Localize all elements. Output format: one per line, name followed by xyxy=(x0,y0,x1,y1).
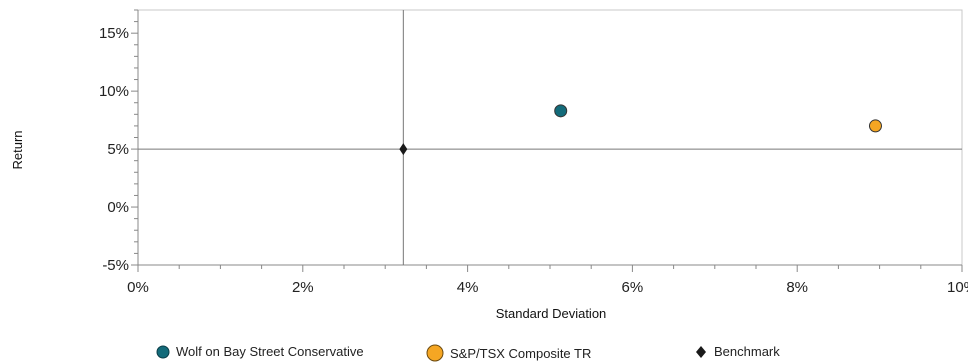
y-tick-label: 15% xyxy=(99,25,129,42)
y-tick-label: 10% xyxy=(99,83,129,100)
data-point-sptsx xyxy=(868,119,882,133)
y-axis-title: Return xyxy=(10,130,25,169)
data-point-benchmark xyxy=(399,143,408,156)
x-tick-label: 4% xyxy=(457,279,479,296)
legend-label-sptsx: S&P/TSX Composite TR xyxy=(450,345,592,361)
legend: Wolf on Bay Street Conservative S&P/TSX … xyxy=(0,344,968,362)
data-point-wolf xyxy=(554,104,568,118)
plot-area: -5% 0% 5% 10% 15% 0% 2% 4% 6% 8% 10% xyxy=(99,9,968,296)
y-tick-label: 5% xyxy=(107,141,129,158)
legend-item-benchmark: Benchmark xyxy=(694,344,780,359)
legend-item-wolf: Wolf on Bay Street Conservative xyxy=(156,344,364,359)
x-tick-label: 8% xyxy=(786,279,808,296)
x-tick-label: 10% xyxy=(947,279,968,296)
y-tick-label: -5% xyxy=(102,257,129,274)
legend-label-benchmark: Benchmark xyxy=(714,344,780,359)
x-axis-title: Standard Deviation xyxy=(496,306,607,321)
legend-marker-benchmark xyxy=(696,345,706,358)
legend-marker-sptsx xyxy=(426,344,444,362)
x-tick-label: 6% xyxy=(622,279,644,296)
legend-item-sptsx: S&P/TSX Composite TR xyxy=(426,344,591,362)
y-tick-label: 0% xyxy=(107,199,129,216)
x-tick-label: 2% xyxy=(292,279,314,296)
legend-label-wolf: Wolf on Bay Street Conservative xyxy=(176,344,364,359)
x-tick-label: 0% xyxy=(127,279,149,296)
legend-marker-wolf xyxy=(156,345,170,358)
plot-frame xyxy=(137,9,963,266)
